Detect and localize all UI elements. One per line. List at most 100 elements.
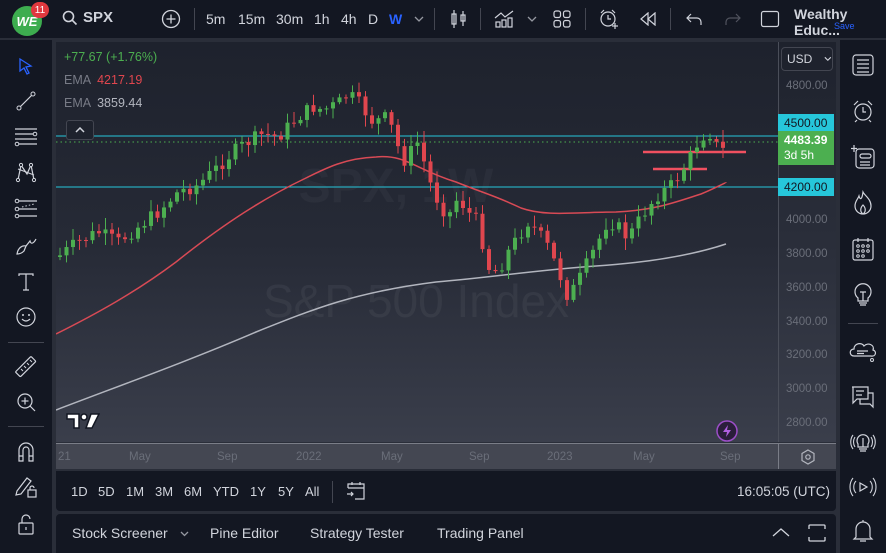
legend-collapse-button[interactable]: [66, 120, 94, 140]
interval-5m[interactable]: 5m: [206, 11, 226, 27]
layout-name[interactable]: Wealthy Educ...: [794, 6, 848, 38]
lock-all-tool[interactable]: [12, 510, 40, 538]
interval-dropdown[interactable]: [412, 8, 426, 30]
emoji-tool[interactable]: [12, 303, 40, 331]
symbol-label: SPX: [83, 9, 114, 26]
chat-icon: [852, 386, 874, 409]
price-tick: 3200.00: [786, 349, 828, 361]
alerts-button[interactable]: [848, 96, 878, 126]
indicators-dropdown[interactable]: [526, 8, 538, 30]
price-tick: 4000.00: [786, 214, 828, 226]
chart-pane[interactable]: SPX, 1W S&P 500 Index: [56, 42, 778, 442]
brush-tool[interactable]: [12, 232, 40, 260]
replay-button[interactable]: [637, 8, 659, 30]
expand-panel-button[interactable]: [772, 527, 790, 537]
alarm-clock-plus-icon: [600, 9, 618, 29]
ema-row-2[interactable]: EMA 3859.44: [64, 96, 157, 110]
goto-date-button[interactable]: [345, 480, 367, 502]
top-toolbar: WE 11 SPX 5m 15m 30m 1h 4h D W: [0, 0, 886, 38]
tab-strategy-tester[interactable]: Strategy Tester: [310, 525, 404, 541]
currency-select[interactable]: USD: [781, 47, 833, 71]
add-list-icon: [851, 145, 875, 169]
redo-button[interactable]: [722, 8, 744, 30]
time-tick: Sep: [469, 451, 490, 463]
pattern-tool[interactable]: [12, 158, 40, 186]
interval-d[interactable]: D: [368, 11, 379, 27]
chevron-up-icon: [75, 127, 85, 133]
time-tick: May: [381, 451, 403, 463]
chart-type-button[interactable]: [448, 8, 470, 30]
chevron-up-icon: [772, 528, 790, 537]
object-tree-button[interactable]: [848, 142, 878, 172]
text-tool[interactable]: [12, 268, 40, 296]
measure-tool[interactable]: [12, 353, 40, 381]
pencil-lock-icon: [15, 477, 37, 498]
range-ytd[interactable]: YTD: [213, 484, 239, 499]
calendar-icon: [852, 238, 874, 261]
range-6m[interactable]: 6M: [184, 484, 203, 499]
cursor-tool[interactable]: [12, 52, 40, 80]
ema-row-1[interactable]: EMA 4217.19: [64, 73, 157, 87]
range-3m[interactable]: 3M: [155, 484, 174, 499]
watchlist-button[interactable]: [848, 50, 878, 80]
range-1d[interactable]: 1D: [71, 484, 88, 499]
interval-30m[interactable]: 30m: [276, 11, 304, 27]
interval-1h[interactable]: 1h: [314, 11, 330, 27]
undo-button[interactable]: [683, 8, 705, 30]
tech-ideas-button[interactable]: [848, 427, 878, 457]
thought-cloud-icon: [849, 343, 877, 362]
indicators-button[interactable]: [492, 8, 516, 30]
time-tick: Sep: [217, 451, 238, 463]
rewind-icon: [640, 12, 656, 26]
clock[interactable]: 16:05:05 (UTC): [736, 484, 830, 499]
create-alert-button[interactable]: [597, 8, 621, 30]
fullscreen-button[interactable]: [759, 8, 781, 30]
tab-pine-editor[interactable]: Pine Editor: [210, 525, 279, 541]
interval-4h[interactable]: 4h: [341, 11, 357, 27]
hotlists-button[interactable]: [848, 188, 878, 218]
trend-line-tool[interactable]: [12, 87, 40, 115]
streams-button[interactable]: [848, 472, 878, 502]
time-axis[interactable]: 21 May Sep 2022 May Sep 2023 May Sep: [56, 443, 778, 469]
square-icon: [760, 10, 780, 28]
text-icon: [18, 273, 34, 291]
tradingview-logo[interactable]: [66, 412, 100, 430]
interval-15m[interactable]: 15m: [238, 11, 266, 27]
ideas-button[interactable]: [848, 280, 878, 310]
level-label-4500: 4500.00: [778, 114, 834, 132]
time-tick: Sep: [720, 451, 741, 463]
zoom-tool[interactable]: [12, 388, 40, 416]
tab-trading-panel[interactable]: Trading Panel: [437, 525, 524, 541]
range-1y[interactable]: 1Y: [250, 484, 266, 499]
prediction-tool[interactable]: [12, 195, 40, 223]
trend-line-icon: [16, 91, 36, 111]
chats-button[interactable]: [848, 382, 878, 412]
layout-button[interactable]: [551, 8, 573, 30]
calendar-button[interactable]: [848, 234, 878, 264]
time-tick: 21: [58, 451, 71, 463]
tab-label: Stock Screener: [72, 525, 168, 541]
lock-drawings-tool[interactable]: [12, 473, 40, 501]
minds-button[interactable]: [848, 336, 878, 366]
notifications-button[interactable]: [848, 516, 878, 546]
magnet-tool[interactable]: [12, 438, 40, 466]
compare-add-button[interactable]: [159, 8, 183, 30]
horizontal-lines-icon: [14, 128, 38, 147]
range-5d[interactable]: 5D: [98, 484, 115, 499]
settings-hex-icon: [800, 448, 815, 465]
chart-settings-button[interactable]: [778, 443, 836, 469]
range-1m[interactable]: 1M: [126, 484, 145, 499]
tab-stock-screener[interactable]: Stock Screener: [72, 525, 189, 541]
maximize-panel-button[interactable]: [808, 524, 826, 542]
events-badge[interactable]: [716, 420, 738, 442]
range-all[interactable]: All: [305, 484, 320, 499]
bottom-panel-tabs: Stock Screener Pine Editor Strategy Test…: [56, 514, 836, 553]
range-5y[interactable]: 5Y: [278, 484, 294, 499]
price-axis[interactable]: 4800.00 4000.00 3800.00 3600.00 3400.00 …: [778, 42, 836, 442]
pattern-icon: [15, 162, 37, 183]
symbol-search[interactable]: SPX: [62, 9, 113, 26]
save-button[interactable]: Save: [834, 21, 855, 31]
fib-tool[interactable]: [12, 123, 40, 151]
interval-w[interactable]: W: [389, 11, 403, 27]
magnet-icon: [18, 442, 34, 462]
